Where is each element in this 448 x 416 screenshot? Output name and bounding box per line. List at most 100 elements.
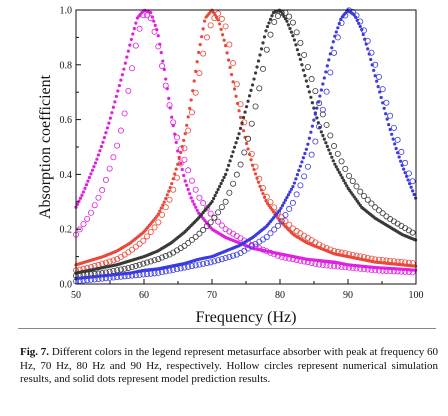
model-dot (301, 68, 305, 72)
simulation-circle (207, 219, 214, 226)
x-tick-label: 70 (207, 290, 217, 301)
model-dot (334, 165, 338, 169)
model-dot (321, 133, 325, 138)
model-dot (336, 168, 340, 172)
simulation-circle (289, 225, 296, 232)
simulation-circle (387, 112, 394, 119)
model-dot (309, 130, 313, 134)
model-dot (358, 24, 362, 29)
model-dot (86, 179, 90, 183)
model-dot (218, 184, 222, 189)
model-dot (228, 159, 232, 163)
simulation-circle (383, 213, 390, 220)
model-dot (381, 101, 385, 105)
model-dot (246, 147, 250, 151)
model-dot (225, 168, 229, 172)
simulation-circle (226, 253, 233, 260)
simulation-circle (387, 257, 394, 264)
simulation-circle (132, 42, 139, 49)
simulation-circle (159, 63, 166, 70)
model-dot (379, 95, 383, 100)
model-dot (191, 199, 195, 203)
model-dot (87, 175, 92, 180)
simulation-circle (271, 19, 278, 26)
model-dot (289, 30, 294, 34)
model-dot (159, 51, 163, 55)
model-dot (277, 209, 282, 213)
model-dot (229, 72, 234, 77)
model-dot (324, 141, 328, 145)
model-dot (322, 137, 326, 141)
simulation-circle (312, 88, 319, 95)
simulation-circle (256, 245, 263, 252)
simulation-circle (162, 204, 169, 211)
model-dot (286, 193, 291, 197)
model-dot (300, 63, 304, 67)
model-dot (78, 196, 83, 200)
simulation-circle (203, 260, 210, 267)
simulation-circle (289, 19, 296, 26)
simulation-circle (173, 266, 180, 273)
simulation-circle (271, 226, 278, 233)
simulation-circle (99, 187, 106, 194)
model-dot (319, 130, 323, 134)
model-dot (77, 199, 81, 203)
model-dot (247, 94, 252, 98)
caption-divider (18, 328, 436, 329)
simulation-circle (364, 266, 371, 273)
simulation-circle (346, 172, 353, 179)
model-dot (149, 11, 153, 15)
simulation-circle (211, 258, 218, 265)
simulation-circle (188, 263, 195, 270)
model-dot (123, 61, 127, 65)
simulation-circle (368, 266, 375, 273)
simulation-circle (136, 25, 143, 32)
model-dot (180, 167, 184, 172)
simulation-circle (166, 267, 173, 274)
simulation-circle (297, 182, 304, 189)
simulation-circle (140, 12, 147, 19)
model-dot (309, 95, 313, 99)
simulation-circle (192, 186, 199, 193)
model-dot (292, 38, 297, 42)
model-dot (366, 47, 370, 51)
simulation-circle (379, 86, 386, 93)
simulation-circle (267, 199, 274, 206)
simulation-circle (323, 262, 330, 269)
simulation-circle (147, 258, 154, 265)
simulation-circle (338, 20, 345, 27)
model-dot (384, 112, 388, 116)
simulation-circle (286, 255, 293, 262)
model-dot (174, 140, 178, 145)
model-dot (294, 43, 298, 47)
model-dot (318, 94, 322, 98)
simulation-circle (218, 204, 225, 211)
model-dot (134, 21, 138, 25)
model-dot (161, 59, 165, 63)
model-dot (122, 67, 126, 71)
model-dot (105, 126, 110, 130)
simulation-circle (203, 223, 210, 230)
simulation-circle (159, 269, 166, 276)
simulation-circle (207, 210, 214, 217)
simulation-circle (331, 247, 338, 254)
model-dot (336, 26, 340, 30)
model-dot (298, 164, 302, 168)
simulation-circle (263, 193, 270, 200)
model-dot (231, 80, 235, 84)
simulation-circle (196, 261, 203, 268)
model-dot (128, 43, 132, 47)
model-dot (238, 115, 243, 120)
simulation-circle (398, 258, 405, 265)
model-dot (255, 65, 259, 69)
model-dot (221, 178, 225, 183)
model-dot (280, 203, 285, 208)
model-dot (376, 85, 380, 89)
simulation-circle (162, 268, 169, 275)
model-dot (310, 124, 314, 128)
model-dot (125, 55, 129, 59)
model-dot (201, 27, 205, 31)
simulation-circle (132, 243, 139, 250)
caption-label: Fig. 7. (20, 346, 50, 358)
simulation-circle (349, 8, 356, 15)
